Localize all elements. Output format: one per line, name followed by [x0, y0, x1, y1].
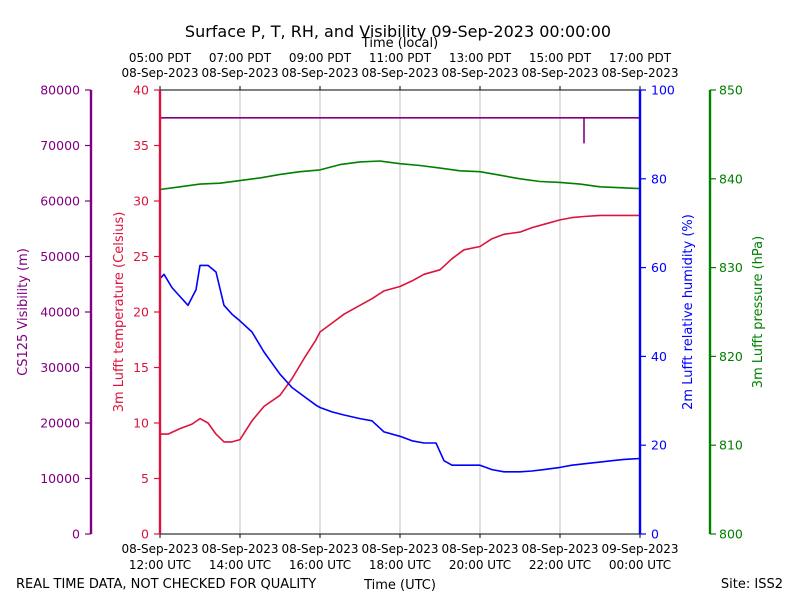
humidity-tick-label: 0 [651, 527, 659, 542]
temperature-tick-label: 5 [141, 471, 149, 486]
x-axis-label: Time (UTC) [363, 578, 436, 593]
humidity-tick-label: 20 [651, 438, 667, 453]
temperature-tick-label: 25 [133, 249, 149, 264]
pressure-tick-label: 800 [719, 527, 743, 542]
humidity-tick-label: 80 [651, 171, 667, 186]
top-tick-date: 08-Sep-2023 [201, 66, 278, 80]
bottom-tick-date: 08-Sep-2023 [201, 542, 278, 556]
bottom-tick-date: 08-Sep-2023 [121, 542, 198, 556]
humidity-tick-label: 40 [651, 349, 667, 364]
top-tick-date: 08-Sep-2023 [281, 66, 358, 80]
temperature-tick-label: 20 [133, 305, 149, 320]
pressure-tick-label: 840 [719, 171, 743, 186]
top-tick-date: 08-Sep-2023 [441, 66, 518, 80]
pressure-tick-label: 850 [719, 83, 743, 98]
visibility-axis-title: CS125 Visibility (m) [16, 248, 31, 376]
temperature-tick-label: 30 [133, 194, 149, 209]
bottom-tick-date: 08-Sep-2023 [361, 542, 438, 556]
pressure-axis-title: 3m Lufft pressure (hPa) [751, 236, 766, 388]
bottom-tick-time: 00:00 UTC [609, 558, 671, 572]
humidity-series-line [159, 264, 641, 473]
pressure-series-line [159, 160, 641, 191]
bottom-tick-time: 18:00 UTC [369, 558, 431, 572]
temperature-axis-title: 3m Lufft temperature (Celsius) [112, 212, 127, 413]
top-tick-date: 08-Sep-2023 [521, 66, 598, 80]
top-tick-time: 05:00 PDT [129, 51, 192, 65]
visibility-tick-label: 0 [72, 527, 80, 542]
pressure-tick-label: 810 [719, 438, 743, 453]
temperature-tick-label: 0 [141, 527, 149, 542]
bottom-tick-time: 20:00 UTC [449, 558, 511, 572]
series-layer [159, 117, 641, 473]
bottom-tick-time: 22:00 UTC [529, 558, 591, 572]
top-tick-time: 11:00 PDT [369, 51, 432, 65]
top-tick-time: 17:00 PDT [609, 51, 672, 65]
visibility-tick-label: 10000 [40, 471, 80, 486]
top-tick-time: 07:00 PDT [209, 51, 272, 65]
humidity-tick-label: 100 [651, 83, 675, 98]
temperature-series-line [160, 214, 640, 443]
visibility-series-line [160, 117, 640, 144]
top-tick-date: 08-Sep-2023 [121, 66, 198, 80]
top-tick-time: 15:00 PDT [529, 51, 592, 65]
visibility-tick-label: 60000 [40, 194, 80, 209]
bottom-tick-time: 16:00 UTC [289, 558, 351, 572]
bottom-tick-time: 14:00 UTC [209, 558, 271, 572]
bottom-tick-date: 08-Sep-2023 [281, 542, 358, 556]
temperature-tick-label: 35 [133, 138, 149, 153]
pressure-tick-label: 830 [719, 260, 743, 275]
gridlines [239, 90, 561, 534]
top-axis-label: Time (local) [361, 36, 438, 51]
footer-quality-note: REAL TIME DATA, NOT CHECKED FOR QUALITY [16, 577, 316, 592]
humidity-axis-title: 2m Lufft relative humidity (%) [681, 214, 696, 410]
temperature-tick-label: 15 [133, 360, 149, 375]
temperature-tick-label: 40 [133, 83, 149, 98]
footer-site: Site: ISS2 [721, 577, 783, 592]
top-tick-date: 08-Sep-2023 [361, 66, 438, 80]
visibility-tick-label: 70000 [40, 138, 80, 153]
bottom-tick-time: 12:00 UTC [129, 558, 191, 572]
visibility-tick-label: 80000 [40, 83, 80, 98]
bottom-tick-date: 08-Sep-2023 [521, 542, 598, 556]
pressure-tick-label: 820 [719, 349, 743, 364]
visibility-tick-label: 50000 [40, 249, 80, 264]
visibility-tick-label: 40000 [40, 305, 80, 320]
chart-title: Surface P, T, RH, and Visibility 09-Sep-… [185, 22, 611, 41]
bottom-tick-date: 08-Sep-2023 [441, 542, 518, 556]
top-tick-date: 08-Sep-2023 [601, 66, 678, 80]
top-tick-time: 13:00 PDT [449, 51, 512, 65]
temperature-tick-label: 10 [133, 416, 149, 431]
top-tick-time: 09:00 PDT [289, 51, 352, 65]
visibility-tick-label: 30000 [40, 360, 80, 375]
bottom-tick-date: 09-Sep-2023 [601, 542, 678, 556]
humidity-tick-label: 60 [651, 260, 667, 275]
visibility-tick-label: 20000 [40, 416, 80, 431]
